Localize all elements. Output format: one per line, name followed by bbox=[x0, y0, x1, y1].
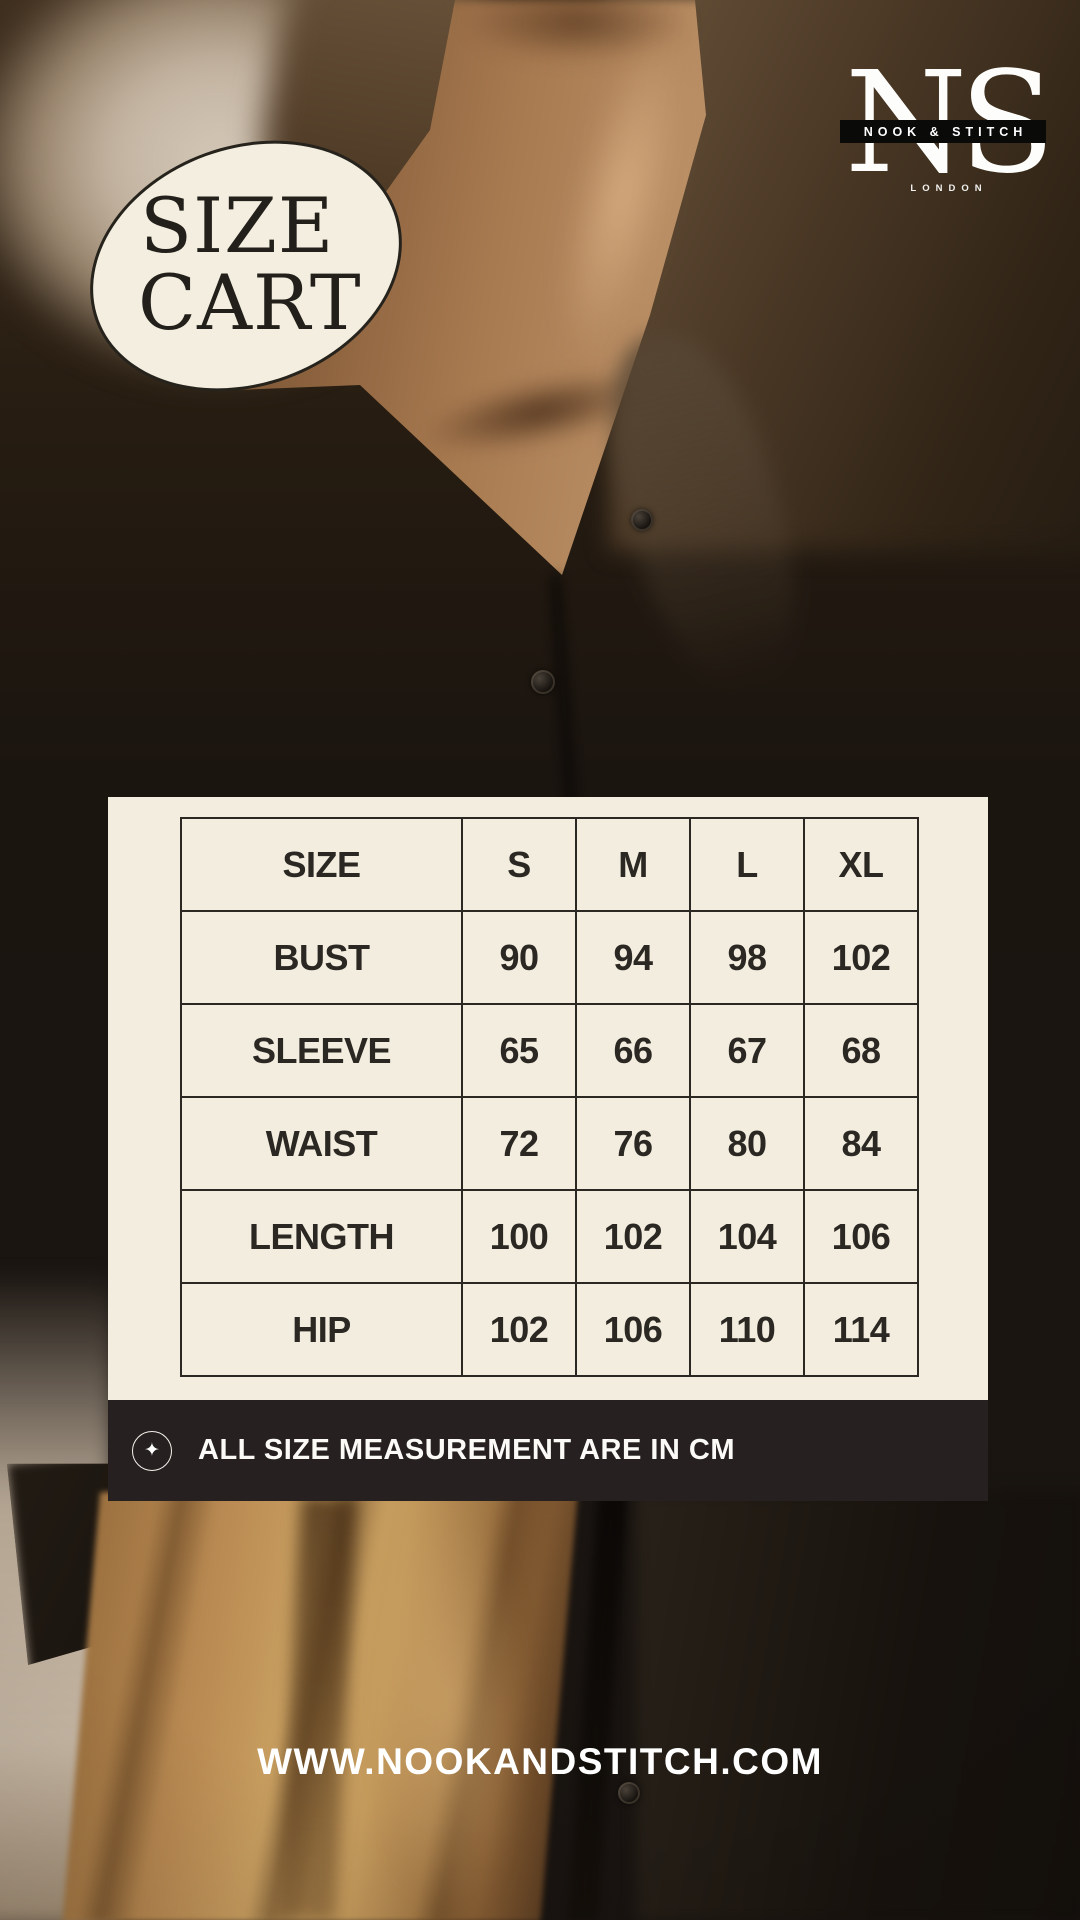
badge-title-line2: CART bbox=[138, 258, 362, 347]
size-col-header: M bbox=[575, 817, 691, 912]
size-value-cell: 104 bbox=[689, 1189, 805, 1284]
size-value-cell: 67 bbox=[689, 1003, 805, 1098]
measure-label: HIP bbox=[180, 1282, 463, 1377]
sparkle-glyph: ✦ bbox=[144, 1439, 160, 1461]
table-row: WAIST 72 76 80 84 bbox=[180, 1096, 919, 1191]
brand-city: LONDON bbox=[910, 183, 988, 194]
measure-label: LENGTH bbox=[180, 1189, 463, 1284]
brand-logo: NS NOOK & STITCH LONDON bbox=[826, 54, 1066, 204]
brand-name: NOOK & STITCH bbox=[863, 124, 1028, 139]
size-value-cell: 66 bbox=[575, 1003, 691, 1098]
measure-label: BUST bbox=[180, 910, 463, 1005]
size-value-cell: 106 bbox=[575, 1282, 691, 1377]
photo-shirt-button bbox=[531, 670, 555, 694]
size-table-panel: SIZE S M L XL BUST 90 94 98 102 SLEEVE 6… bbox=[108, 797, 988, 1400]
measure-label: WAIST bbox=[180, 1096, 463, 1191]
photo-shirt-button bbox=[631, 509, 653, 531]
size-value-cell: 102 bbox=[461, 1282, 577, 1377]
size-value-cell: 94 bbox=[575, 910, 691, 1005]
badge-title-line1: SIZE bbox=[140, 181, 335, 270]
size-value-cell: 72 bbox=[461, 1096, 577, 1191]
size-col-header: SIZE bbox=[180, 817, 463, 912]
photo-shirt-button bbox=[618, 1782, 640, 1804]
table-row: BUST 90 94 98 102 bbox=[180, 910, 919, 1005]
website-url: WWW.NOOKANDSTITCH.COM bbox=[257, 1741, 823, 1782]
size-value-cell: 65 bbox=[461, 1003, 577, 1098]
size-value-cell: 90 bbox=[461, 910, 577, 1005]
photo-shirt-sheen bbox=[636, 1492, 1080, 1920]
table-row: HIP 102 106 110 114 bbox=[180, 1282, 919, 1377]
brand-name-band: NOOK & STITCH bbox=[840, 120, 1046, 143]
size-value-cell: 106 bbox=[803, 1189, 919, 1284]
size-value-cell: 80 bbox=[689, 1096, 805, 1191]
size-value-cell: 76 bbox=[575, 1096, 691, 1191]
size-value-cell: 84 bbox=[803, 1096, 919, 1191]
size-value-cell: 102 bbox=[803, 910, 919, 1005]
photo-chin-shadow bbox=[462, 0, 692, 62]
size-col-header: XL bbox=[803, 817, 919, 912]
photo-trouser-highlight bbox=[375, 1496, 525, 1920]
size-col-header: L bbox=[689, 817, 805, 912]
size-table: SIZE S M L XL BUST 90 94 98 102 SLEEVE 6… bbox=[180, 817, 919, 1377]
measurement-note-text: ALL SIZE MEASUREMENT ARE IN CM bbox=[198, 1434, 736, 1466]
size-col-header: S bbox=[461, 817, 577, 912]
table-header-row: SIZE S M L XL bbox=[180, 817, 919, 912]
measurement-note-banner: ✦ ALL SIZE MEASUREMENT ARE IN CM bbox=[108, 1400, 988, 1501]
measure-label: SLEEVE bbox=[180, 1003, 463, 1098]
size-value-cell: 98 bbox=[689, 910, 805, 1005]
size-value-cell: 114 bbox=[803, 1282, 919, 1377]
table-row: SLEEVE 65 66 67 68 bbox=[180, 1003, 919, 1098]
size-value-cell: 100 bbox=[461, 1189, 577, 1284]
size-value-cell: 102 bbox=[575, 1189, 691, 1284]
sparkle-icon: ✦ bbox=[132, 1430, 172, 1471]
size-value-cell: 68 bbox=[803, 1003, 919, 1098]
table-row: LENGTH 100 102 104 106 bbox=[180, 1189, 919, 1284]
size-value-cell: 110 bbox=[689, 1282, 805, 1377]
